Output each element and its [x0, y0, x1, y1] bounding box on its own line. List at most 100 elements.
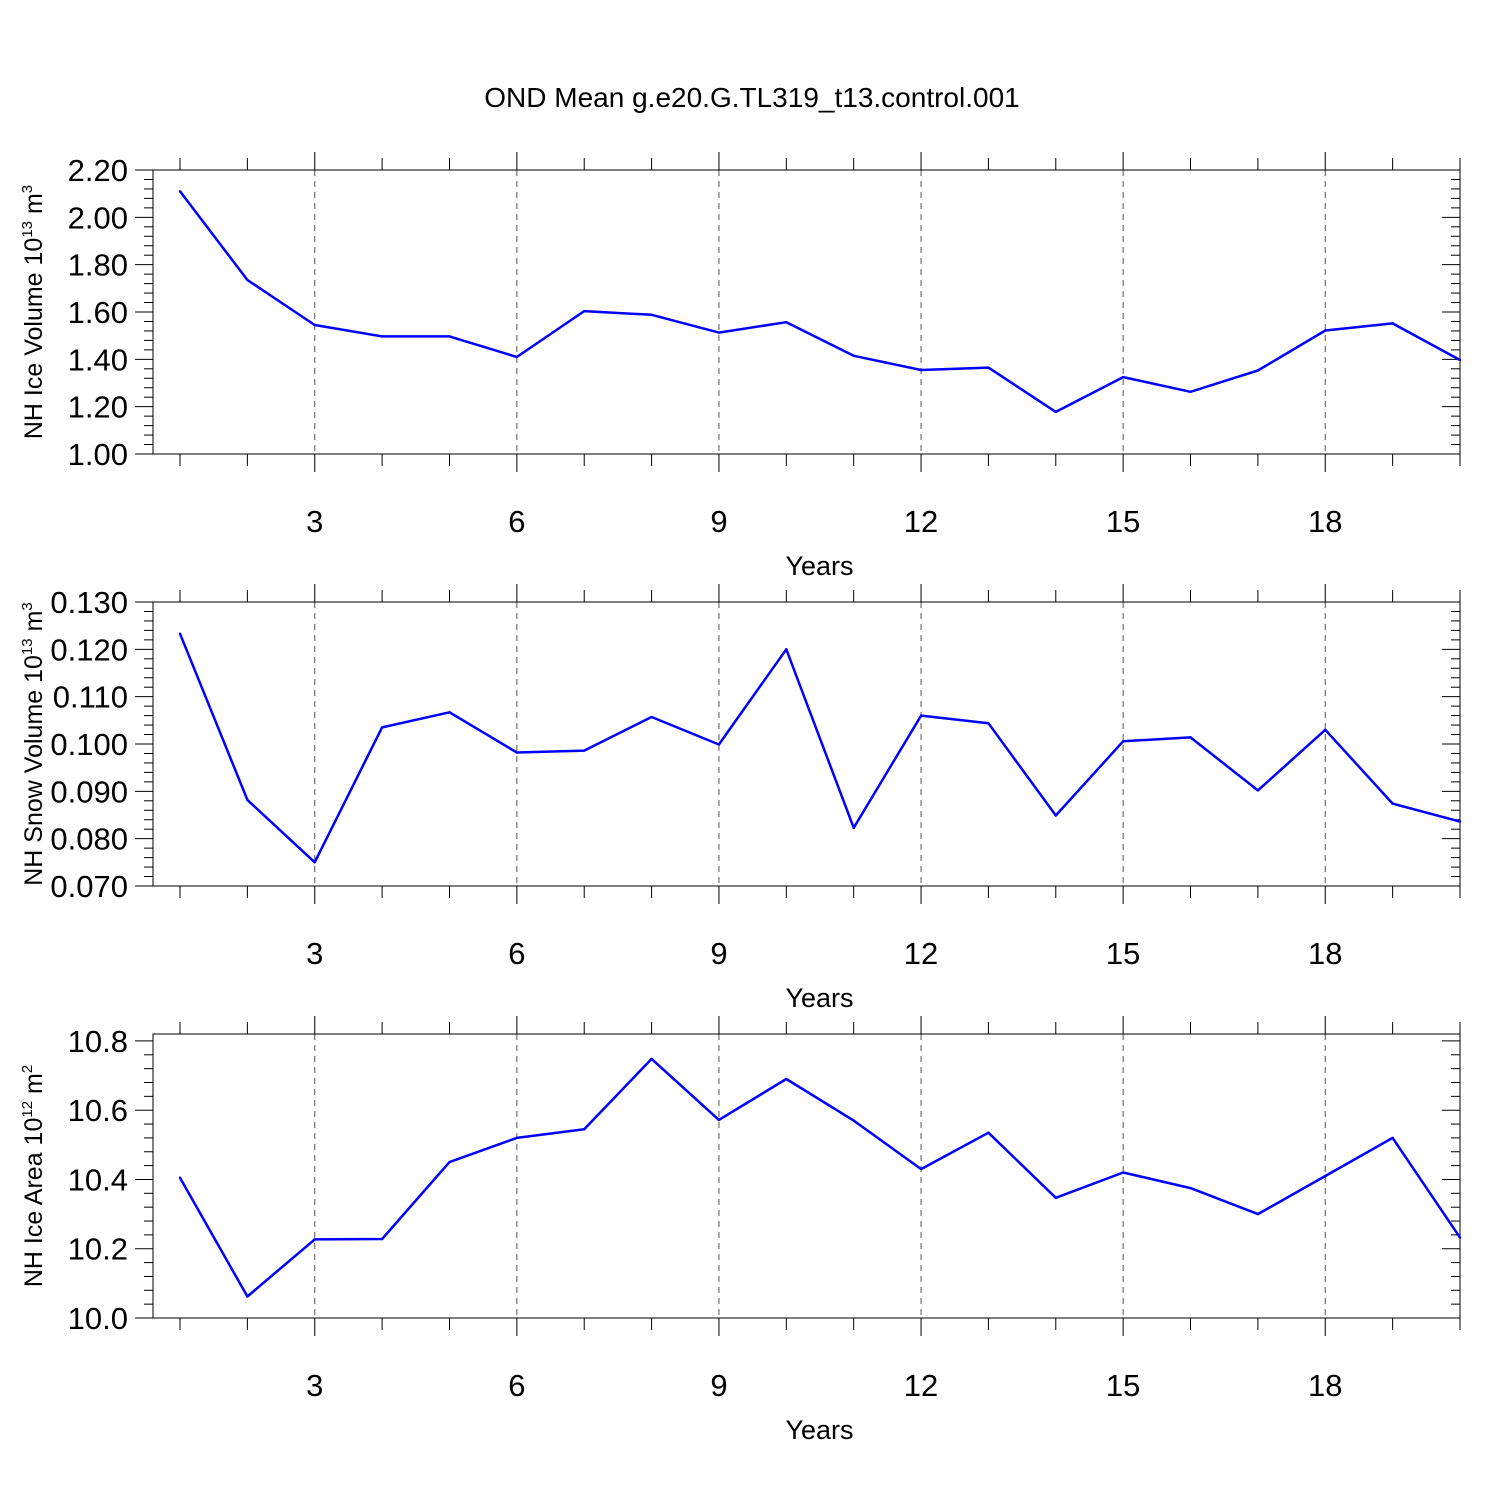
data-point: [178, 632, 182, 635]
y-tick-label: 10.2: [68, 1232, 128, 1267]
plot-frame: [152, 169, 1461, 455]
data-point: [1054, 1196, 1057, 1200]
data-point: [515, 355, 519, 359]
x-tick-label: 3: [306, 504, 323, 539]
data-point: [785, 648, 788, 651]
data-point: [1256, 789, 1260, 792]
y-tick-label: 10.0: [68, 1301, 128, 1336]
data-point: [246, 278, 249, 282]
data-point: [1324, 329, 1327, 332]
y-tick-label: 1.20: [68, 390, 128, 425]
x-tick-label: 6: [508, 1368, 525, 1403]
y-tick-label: 2.20: [68, 153, 128, 188]
data-point: [448, 711, 451, 714]
data-point: [313, 323, 316, 327]
series-line: [178, 1057, 1462, 1298]
data-point: [1121, 739, 1125, 743]
data-point: [987, 721, 990, 725]
x-tick-label: 18: [1308, 504, 1342, 539]
x-tick-label: 15: [1106, 504, 1140, 539]
y-tick-label: 2.00: [68, 200, 128, 235]
x-tick-label: 9: [710, 504, 727, 539]
data-point: [380, 335, 384, 338]
y-tick-label: 10.4: [68, 1162, 128, 1197]
y-axis-label-unit-exponent: 3: [19, 185, 36, 193]
x-tick-label: 12: [904, 504, 938, 539]
data-point: [246, 798, 249, 802]
data-point: [380, 1237, 384, 1241]
data-point: [919, 1167, 923, 1171]
data-point: [313, 1238, 316, 1241]
y-axis-label-exponent: 12: [19, 1101, 36, 1118]
data-point: [987, 366, 990, 369]
data-point: [717, 331, 721, 334]
y-axis-label: NH Ice Volume 1013 m3: [19, 185, 48, 439]
y-tick-label: 0.080: [50, 822, 128, 857]
y-tick-label: 0.110: [53, 680, 128, 715]
y-tick-label: 1.60: [68, 295, 128, 330]
data-point: [785, 320, 788, 324]
data-point: [515, 1136, 519, 1140]
data-point: [583, 749, 586, 752]
data-point: [1324, 728, 1327, 731]
x-tick-label: 15: [1106, 1368, 1140, 1403]
data-point: [583, 1128, 586, 1131]
data-point: [515, 751, 519, 754]
y-axis-label-prefix: NH Ice Area 10: [20, 1118, 48, 1288]
data-point: [919, 368, 923, 372]
y-axis-label-unit: m: [20, 193, 48, 221]
data-point: [650, 313, 653, 317]
data-point: [1189, 1186, 1192, 1190]
chart-panel-3: 10.0 10.2 10.4 10.6 10.8 3 6 9 12 15 18 Years NH Ice…: [19, 1016, 1462, 1445]
x-axis-label: Years: [785, 551, 853, 581]
data-point: [1189, 390, 1192, 393]
plot-frame: [152, 1033, 1461, 1319]
chart-panel-2: 0.070 0.080 0.090 0.100 0.110 0.120 0.130 3 6 9 12…: [19, 584, 1462, 1013]
x-tick-label: 6: [508, 504, 525, 539]
data-point: [1391, 322, 1394, 325]
data-point: [1054, 814, 1057, 817]
data-point: [717, 743, 721, 746]
y-axis-label-unit: m: [20, 1073, 48, 1101]
x-tick-label: 9: [710, 1368, 727, 1403]
x-tick-label: 12: [904, 936, 938, 971]
data-point: [1256, 1212, 1260, 1216]
x-tick-label: 15: [1106, 936, 1140, 971]
chart-panels: 1.00 1.20 1.40 1.60 1.80 2.00 2.20 3 6 9 12 15 18 Yea…: [19, 152, 1462, 1445]
y-axis-label-exponent: 13: [19, 638, 36, 655]
data-point: [852, 354, 855, 357]
x-tick-label: 12: [904, 1368, 938, 1403]
x-tick-label: 6: [508, 936, 525, 971]
y-tick-label: 10.6: [68, 1093, 128, 1128]
y-axis-label-unit-exponent: 2: [19, 1065, 36, 1073]
y-tick-label: 0.120: [50, 632, 128, 667]
data-point: [987, 1131, 990, 1134]
data-point: [178, 190, 182, 193]
y-axis-label-unit: m: [20, 611, 48, 639]
y-axis-label: NH Ice Area 1012 m2: [19, 1065, 48, 1287]
chart-panel-1: 1.00 1.20 1.40 1.60 1.80 2.00 2.20 3 6 9 12 15 18 Yea…: [19, 152, 1462, 581]
data-point: [919, 714, 923, 717]
data-point: [1121, 375, 1125, 379]
y-tick-label: 0.090: [50, 774, 128, 809]
data-point: [1324, 1174, 1327, 1178]
data-point: [583, 309, 586, 313]
y-axis-label-exponent: 13: [19, 221, 36, 238]
data-point: [1189, 736, 1192, 739]
data-point: [852, 826, 855, 829]
plot-frame: [152, 601, 1461, 887]
y-axis-label-prefix: NH Snow Volume 10: [20, 655, 48, 886]
y-tick-label: 1.40: [68, 342, 128, 377]
x-axis-label: Years: [785, 983, 853, 1013]
y-tick-label: 10.8: [68, 1024, 128, 1059]
data-point: [1391, 1136, 1394, 1140]
x-tick-label: 3: [306, 936, 323, 971]
y-tick-label: 0.070: [50, 869, 128, 904]
data-point: [313, 861, 316, 864]
y-tick-label: 0.100: [50, 727, 128, 762]
data-point: [178, 1176, 182, 1179]
y-axis-label-prefix: NH Ice Volume 10: [20, 238, 48, 440]
data-point: [246, 1295, 249, 1298]
y-tick-label: 0.130: [50, 585, 128, 620]
